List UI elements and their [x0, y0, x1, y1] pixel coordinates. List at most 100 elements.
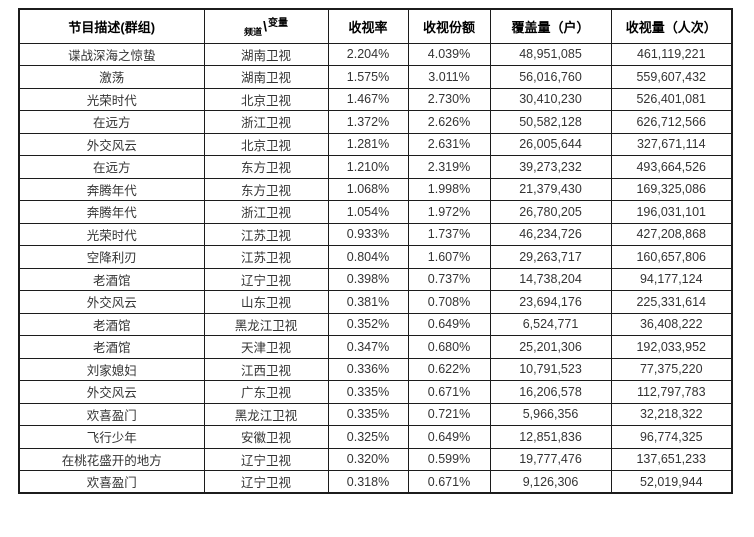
- cell-coverage: 29,263,717: [489, 245, 612, 269]
- col-header-share: 收视份额: [407, 8, 491, 44]
- table-row: 外交风云 广东卫视 0.335% 0.671% 16,206,578 112,797,78…: [18, 380, 733, 404]
- cell-program: 外交风云: [18, 380, 205, 404]
- cell-rating: 0.381%: [327, 290, 409, 314]
- cell-coverage: 9,126,306: [489, 470, 612, 494]
- cell-share: 0.649%: [407, 425, 491, 449]
- header-row: 节目描述(群组) 频道\变量 收视率 收视份额 覆盖量（户） 收视量（人次）: [18, 8, 733, 44]
- cell-viewership: 94,177,124: [610, 267, 733, 291]
- cell-share: 2.319%: [407, 155, 491, 179]
- cell-program: 外交风云: [18, 132, 205, 156]
- cell-share: 2.730%: [407, 87, 491, 111]
- cell-rating: 1.068%: [327, 177, 409, 201]
- cell-rating: 0.320%: [327, 447, 409, 471]
- cell-coverage: 26,780,205: [489, 200, 612, 224]
- cell-rating: 0.933%: [327, 222, 409, 246]
- cell-channel: 浙江卫视: [203, 110, 329, 134]
- cell-program: 空降利刃: [18, 245, 205, 269]
- cell-coverage: 39,273,232: [489, 155, 612, 179]
- cell-share: 0.680%: [407, 335, 491, 359]
- cell-share: 1.607%: [407, 245, 491, 269]
- cell-share: 0.721%: [407, 402, 491, 426]
- diagonal-separator: \: [263, 18, 267, 35]
- cell-channel: 广东卫视: [203, 380, 329, 404]
- cell-rating: 1.467%: [327, 87, 409, 111]
- cell-program: 奔腾年代: [18, 200, 205, 224]
- table-row: 在桃花盛开的地方 辽宁卫视 0.320% 0.599% 19,777,476 137,65…: [18, 447, 733, 471]
- table-row: 老酒馆 黑龙江卫视 0.352% 0.649% 6,524,771 36,408,222: [18, 312, 733, 336]
- cell-program: 刘家媳妇: [18, 357, 205, 381]
- cell-program: 老酒馆: [18, 312, 205, 336]
- cell-viewership: 327,671,114: [610, 132, 733, 156]
- cell-share: 1.972%: [407, 200, 491, 224]
- cell-viewership: 493,664,526: [610, 155, 733, 179]
- cell-program: 激荡: [18, 65, 205, 89]
- cell-coverage: 19,777,476: [489, 447, 612, 471]
- cell-coverage: 14,738,204: [489, 267, 612, 291]
- cell-channel: 辽宁卫视: [203, 447, 329, 471]
- cell-channel: 江苏卫视: [203, 222, 329, 246]
- cell-channel: 山东卫视: [203, 290, 329, 314]
- cell-share: 0.708%: [407, 290, 491, 314]
- cell-channel: 东方卫视: [203, 177, 329, 201]
- cell-viewership: 461,119,221: [610, 42, 733, 66]
- cell-channel: 东方卫视: [203, 155, 329, 179]
- cell-share: 0.737%: [407, 267, 491, 291]
- cell-rating: 1.281%: [327, 132, 409, 156]
- cell-viewership: 169,325,086: [610, 177, 733, 201]
- cell-viewership: 196,031,101: [610, 200, 733, 224]
- cell-rating: 1.575%: [327, 65, 409, 89]
- cell-viewership: 36,408,222: [610, 312, 733, 336]
- cell-share: 3.011%: [407, 65, 491, 89]
- cell-channel: 黑龙江卫视: [203, 402, 329, 426]
- cell-rating: 0.804%: [327, 245, 409, 269]
- ratings-table-page: 节目描述(群组) 频道\变量 收视率 收视份额 覆盖量（户） 收视量（人次） 谍…: [18, 8, 733, 494]
- col-header-channel-variable: 频道\变量: [203, 8, 329, 44]
- cell-coverage: 5,966,356: [489, 402, 612, 426]
- table-row: 奔腾年代 浙江卫视 1.054% 1.972% 26,780,205 196,031,10…: [18, 200, 733, 224]
- tv-ratings-table: 节目描述(群组) 频道\变量 收视率 收视份额 覆盖量（户） 收视量（人次） 谍…: [18, 8, 733, 494]
- col-header-rating: 收视率: [327, 8, 409, 44]
- cell-rating: 0.325%: [327, 425, 409, 449]
- cell-rating: 0.335%: [327, 402, 409, 426]
- table-row: 欢喜盈门 辽宁卫视 0.318% 0.671% 9,126,306 52,019,944: [18, 470, 733, 494]
- table-row: 外交风云 山东卫视 0.381% 0.708% 23,694,176 225,331,61…: [18, 290, 733, 314]
- cell-coverage: 16,206,578: [489, 380, 612, 404]
- cell-program: 欢喜盈门: [18, 402, 205, 426]
- table-row: 奔腾年代 东方卫视 1.068% 1.998% 21,379,430 169,325,08…: [18, 177, 733, 201]
- cell-viewership: 137,651,233: [610, 447, 733, 471]
- cell-channel: 天津卫视: [203, 335, 329, 359]
- cell-coverage: 46,234,726: [489, 222, 612, 246]
- col-header-viewership: 收视量（人次）: [610, 8, 733, 44]
- col-header-coverage: 覆盖量（户）: [489, 8, 612, 44]
- cell-coverage: 50,582,128: [489, 110, 612, 134]
- cell-share: 0.622%: [407, 357, 491, 381]
- cell-program: 欢喜盈门: [18, 470, 205, 494]
- cell-rating: 0.352%: [327, 312, 409, 336]
- table-row: 光荣时代 北京卫视 1.467% 2.730% 30,410,230 526,401,08…: [18, 87, 733, 111]
- cell-rating: 0.336%: [327, 357, 409, 381]
- cell-coverage: 30,410,230: [489, 87, 612, 111]
- cell-program: 光荣时代: [18, 222, 205, 246]
- cell-rating: 0.318%: [327, 470, 409, 494]
- cell-viewership: 96,774,325: [610, 425, 733, 449]
- cell-share: 1.737%: [407, 222, 491, 246]
- cell-channel: 辽宁卫视: [203, 470, 329, 494]
- cell-viewership: 160,657,806: [610, 245, 733, 269]
- cell-viewership: 192,033,952: [610, 335, 733, 359]
- cell-rating: 1.054%: [327, 200, 409, 224]
- cell-rating: 0.335%: [327, 380, 409, 404]
- cell-program: 光荣时代: [18, 87, 205, 111]
- cell-coverage: 26,005,644: [489, 132, 612, 156]
- cell-coverage: 25,201,306: [489, 335, 612, 359]
- table-body: 谍战深海之惊蛰 湖南卫视 2.204% 4.039% 48,951,085 461,119…: [18, 42, 733, 494]
- cell-channel: 安徽卫视: [203, 425, 329, 449]
- cell-program: 飞行少年: [18, 425, 205, 449]
- cell-coverage: 10,791,523: [489, 357, 612, 381]
- table-row: 欢喜盈门 黑龙江卫视 0.335% 0.721% 5,966,356 32,218,322: [18, 402, 733, 426]
- table-row: 老酒馆 天津卫视 0.347% 0.680% 25,201,306 192,033,952: [18, 335, 733, 359]
- table-header: 节目描述(群组) 频道\变量 收视率 收视份额 覆盖量（户） 收视量（人次）: [18, 8, 733, 44]
- cell-channel: 黑龙江卫视: [203, 312, 329, 336]
- cell-channel: 湖南卫视: [203, 42, 329, 66]
- cell-share: 1.998%: [407, 177, 491, 201]
- cell-share: 4.039%: [407, 42, 491, 66]
